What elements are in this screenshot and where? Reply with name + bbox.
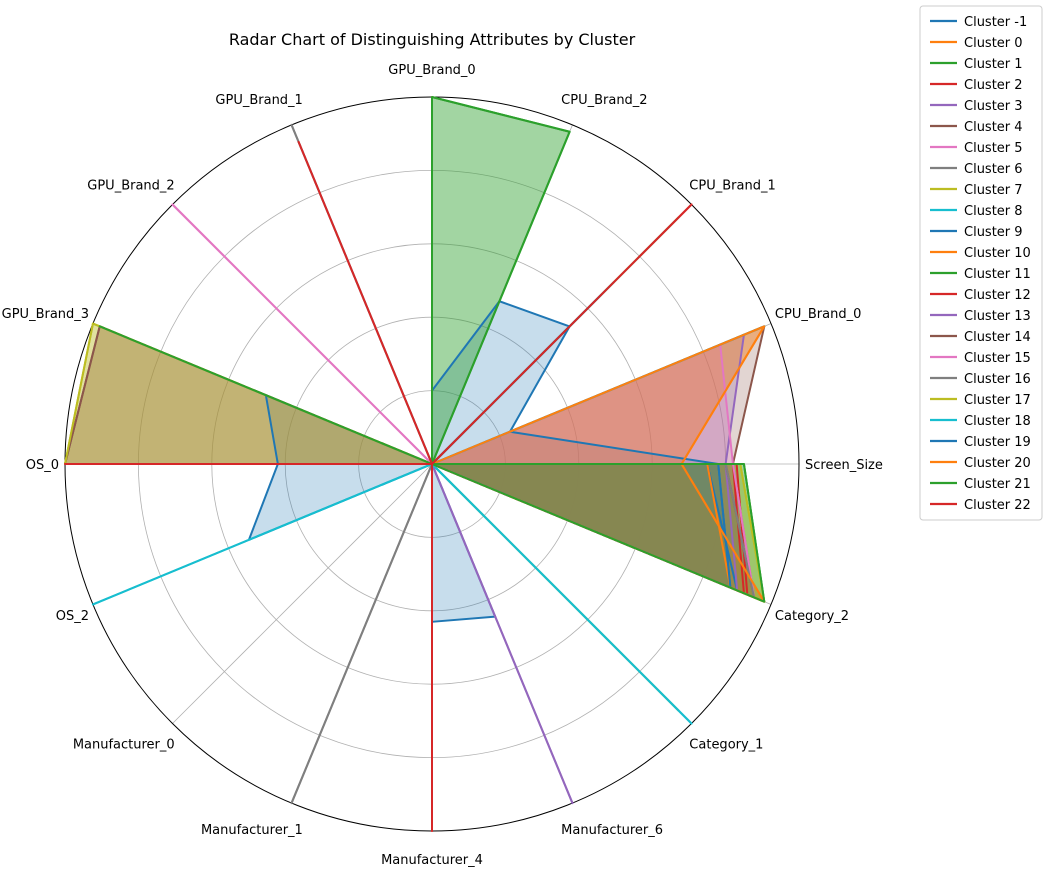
legend-label: Cluster 17 xyxy=(964,393,1031,408)
axis-label: GPU_Brand_2 xyxy=(87,179,174,194)
axis-label: OS_2 xyxy=(56,609,89,624)
axis-label: Manufacturer_6 xyxy=(561,823,663,838)
legend-label: Cluster 10 xyxy=(964,246,1031,261)
legend-label: Cluster 9 xyxy=(964,225,1023,240)
axis-label: OS_0 xyxy=(26,458,59,473)
chart-title: Radar Chart of Distinguishing Attributes… xyxy=(229,30,636,49)
legend-label: Cluster 12 xyxy=(964,288,1031,303)
legend: Cluster -1 Cluster 0 Cluster 1 Cluster 2 Clu… xyxy=(919,5,1043,521)
legend-label: Cluster -1 xyxy=(964,15,1027,30)
legend-frame xyxy=(919,5,1043,521)
legend-label: Cluster 2 xyxy=(964,78,1023,93)
series-fill xyxy=(65,141,748,595)
series-fill xyxy=(172,204,755,598)
axis-labels: Screen_Size CPU_Brand_0 CPU_Brand_1 CPU_Bra… xyxy=(2,63,883,868)
axis-label: Manufacturer_4 xyxy=(381,853,483,868)
series-fill xyxy=(432,334,755,804)
series-fill xyxy=(432,464,731,758)
axis-label: CPU_Brand_2 xyxy=(561,93,647,108)
legend-label: Cluster 18 xyxy=(964,414,1031,429)
legend-label: Cluster 6 xyxy=(964,162,1023,177)
axis-label: GPU_Brand_3 xyxy=(2,307,89,322)
series-fill xyxy=(432,97,765,602)
legend-label: Cluster 13 xyxy=(964,309,1031,324)
radar-series xyxy=(64,96,766,832)
axis-label: Screen_Size xyxy=(805,458,883,473)
legend-label: Cluster 14 xyxy=(964,330,1031,345)
legend-label: Cluster 3 xyxy=(964,99,1023,114)
series-fill xyxy=(432,464,744,831)
legend-label: Cluster 7 xyxy=(964,183,1023,198)
legend-label: Cluster 16 xyxy=(964,372,1031,387)
legend-label: Cluster 11 xyxy=(964,267,1031,282)
legend-label: Cluster 22 xyxy=(964,498,1031,513)
legend-label: Cluster 5 xyxy=(964,141,1023,156)
axis-label: Category_2 xyxy=(775,609,849,624)
legend-label: Cluster 8 xyxy=(964,204,1023,219)
legend-label: Cluster 1 xyxy=(964,57,1023,72)
series-fill xyxy=(65,323,765,602)
legend-label: Cluster 19 xyxy=(964,435,1031,450)
legend-label: Cluster 20 xyxy=(964,456,1031,471)
grid-spoke xyxy=(172,463,433,724)
series-fill xyxy=(248,301,731,622)
legend-label: Cluster 15 xyxy=(964,351,1031,366)
axis-label: Manufacturer_1 xyxy=(201,823,303,838)
series-fill xyxy=(432,295,731,588)
axis-label: GPU_Brand_1 xyxy=(215,93,302,108)
axis-label: GPU_Brand_0 xyxy=(388,63,475,78)
series-fill xyxy=(172,204,755,598)
legend-label: Cluster 4 xyxy=(964,120,1023,135)
series-fill xyxy=(65,323,765,602)
series-fill xyxy=(432,464,738,804)
axis-label: Manufacturer_0 xyxy=(73,737,175,752)
legend-label: Cluster 21 xyxy=(964,477,1031,492)
series-fill xyxy=(432,282,738,591)
series-line xyxy=(64,140,693,832)
series-fill xyxy=(65,326,755,598)
axis-label: CPU_Brand_0 xyxy=(775,307,861,322)
axis-label: CPU_Brand_1 xyxy=(689,179,775,194)
legend-label: Cluster 0 xyxy=(964,36,1023,51)
series-fill xyxy=(65,326,765,598)
axis-label: Category_1 xyxy=(689,737,763,752)
series-fill xyxy=(432,97,765,602)
